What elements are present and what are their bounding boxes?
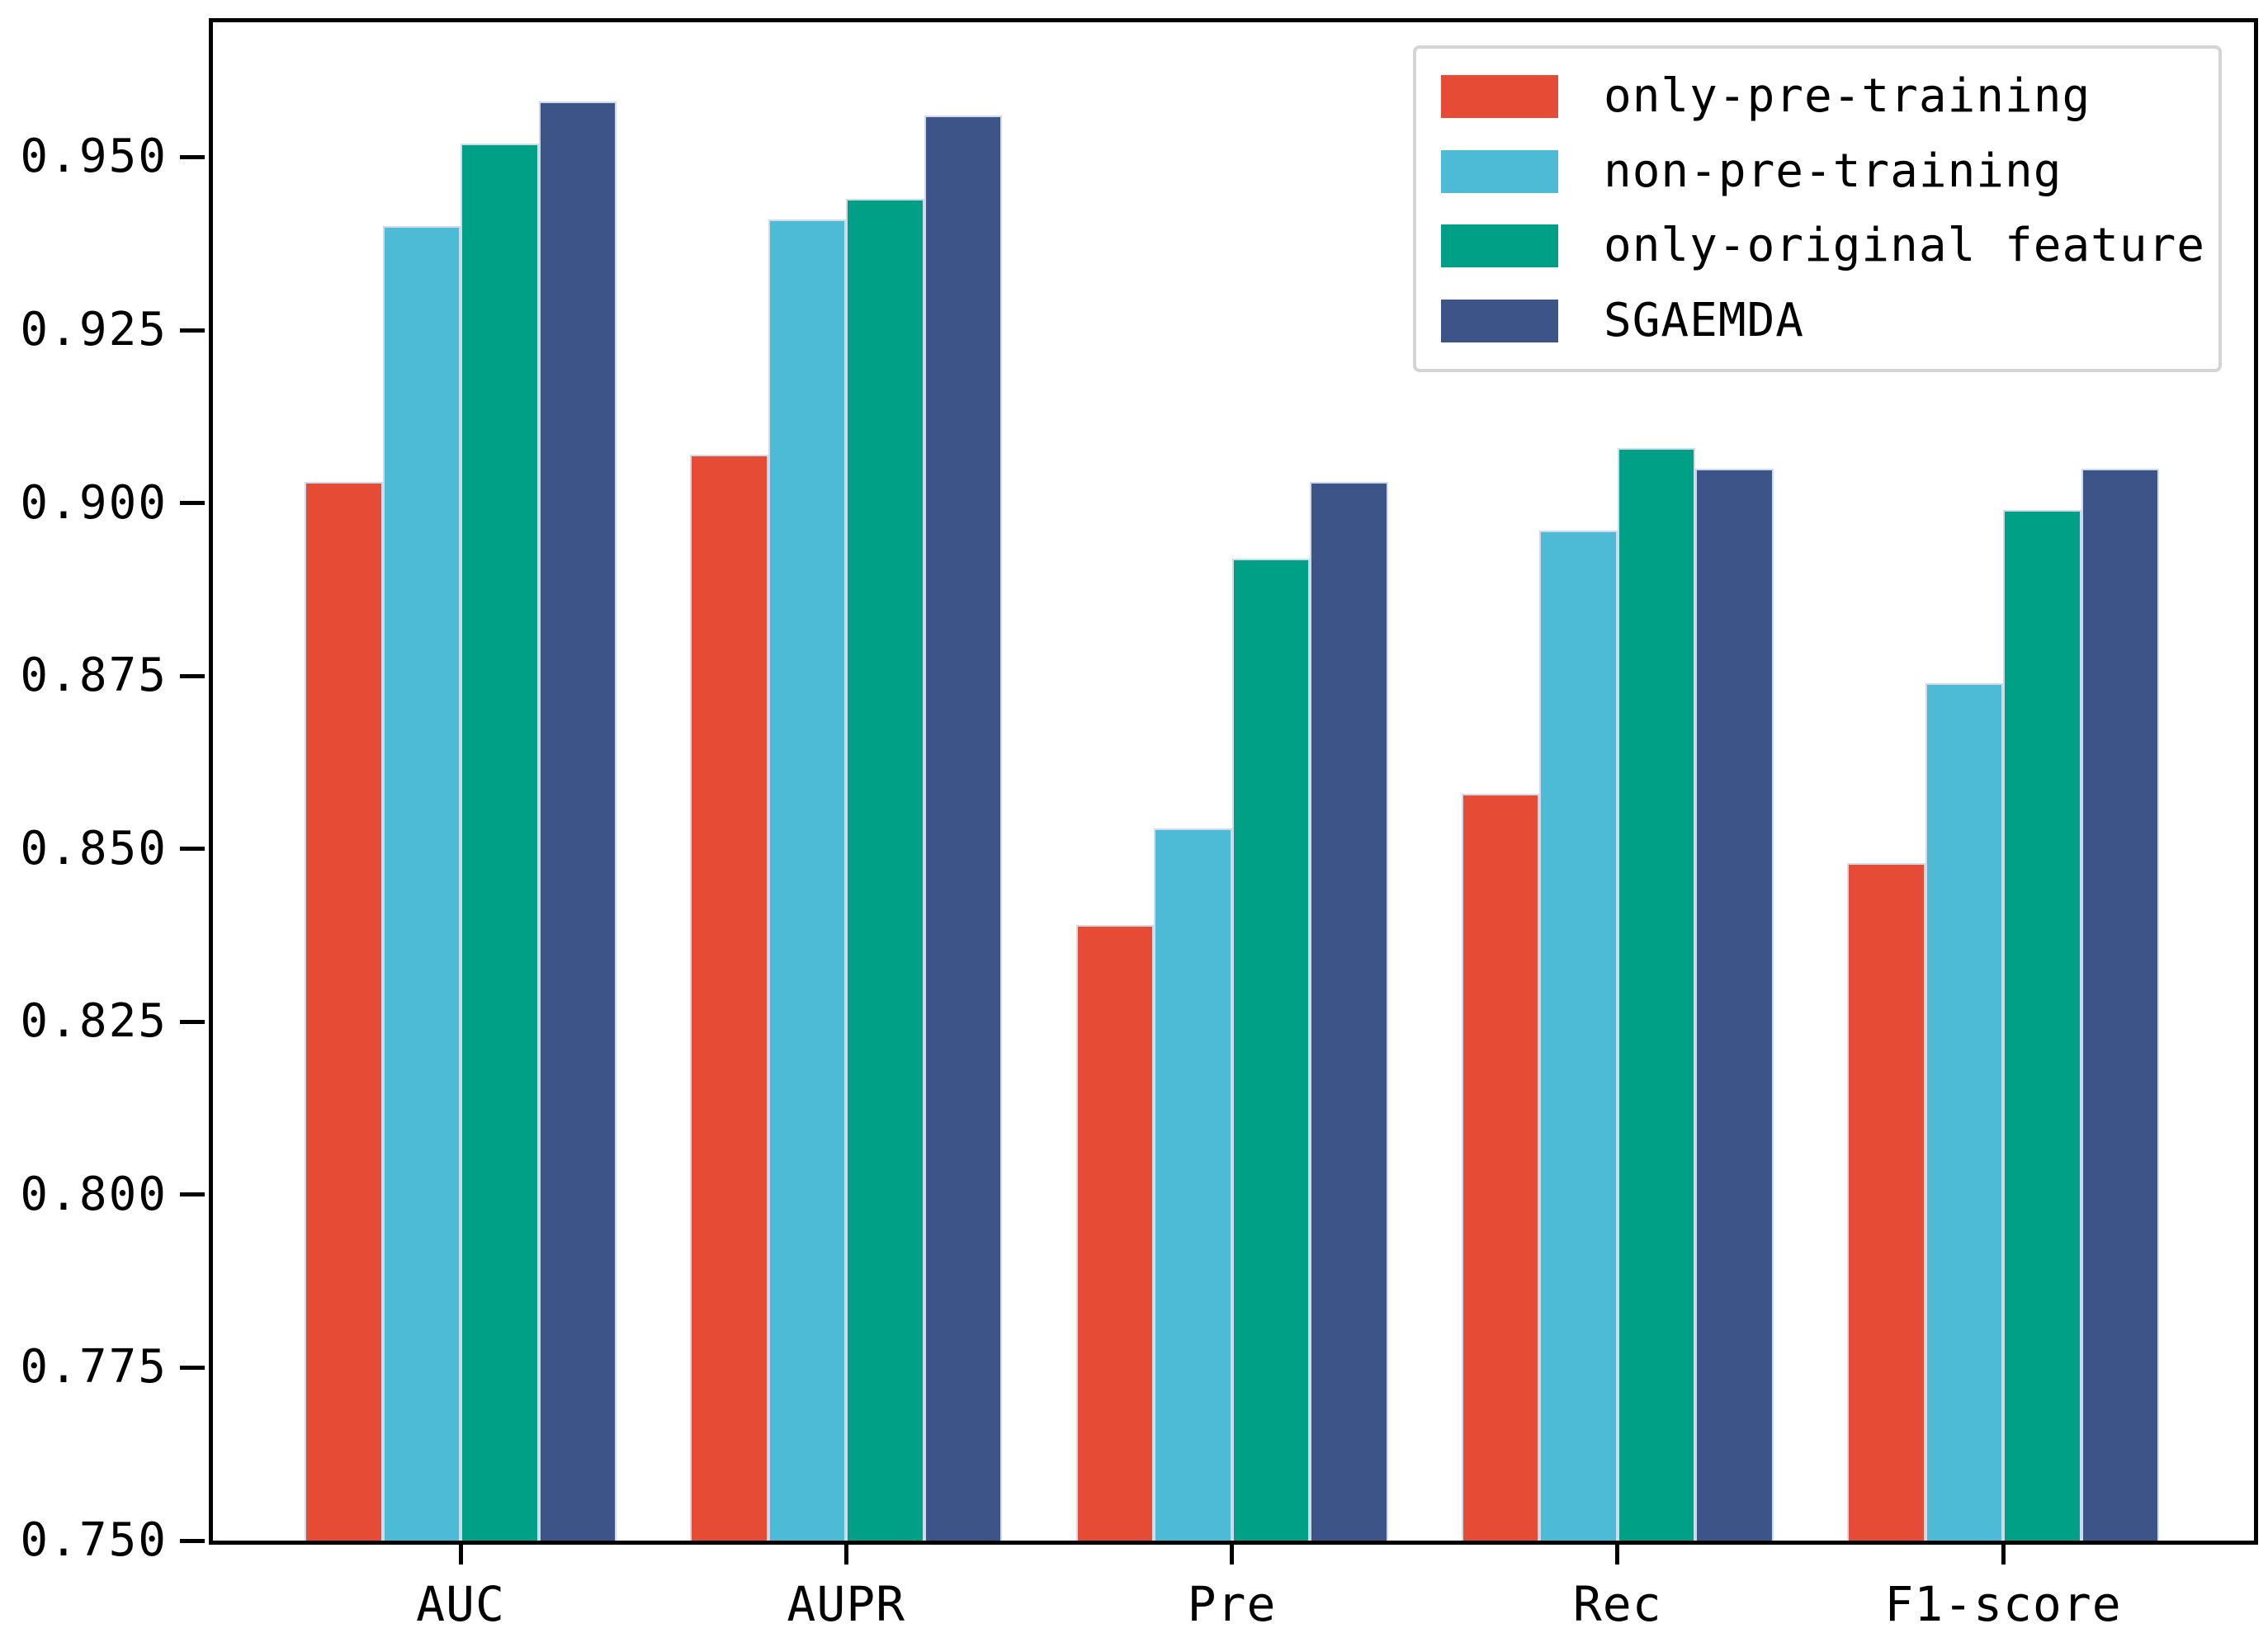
x-tick-label: AUC bbox=[416, 1576, 505, 1632]
y-tick-mark bbox=[180, 847, 205, 852]
legend-label: only-original feature bbox=[1604, 219, 2206, 273]
x-tick-mark bbox=[1615, 1545, 1620, 1565]
bar-SGAEMDA-F1-score bbox=[2081, 468, 2159, 1541]
y-tick-label: 0.800 bbox=[20, 1167, 168, 1221]
y-tick-mark bbox=[180, 328, 205, 333]
bar-non-pre-training-AUPR bbox=[768, 219, 847, 1541]
bar-SGAEMDA-AUPR bbox=[924, 116, 1003, 1541]
y-tick-label: 0.875 bbox=[20, 649, 168, 703]
bar-non-pre-training-AUC bbox=[382, 226, 461, 1541]
bar-only-original feature-AUC bbox=[461, 143, 539, 1541]
legend-label: non-pre-training bbox=[1604, 144, 2062, 198]
bar-SGAEMDA-Rec bbox=[1695, 468, 1774, 1541]
bar-SGAEMDA-Pre bbox=[1310, 482, 1388, 1541]
x-tick-label: Pre bbox=[1187, 1576, 1277, 1632]
bar-non-pre-training-Pre bbox=[1154, 828, 1232, 1541]
legend: only-pre-training non-pre-training only-or… bbox=[1413, 45, 2222, 372]
bar-only-pre-training-Rec bbox=[1461, 793, 1540, 1541]
x-tick-label: AUPR bbox=[787, 1576, 906, 1632]
bar-only-pre-training-F1-score bbox=[1847, 862, 1925, 1541]
legend-swatch-only-pre-training bbox=[1441, 75, 1558, 118]
y-tick-label: 0.775 bbox=[20, 1340, 168, 1395]
bar-only-pre-training-AUPR bbox=[690, 454, 768, 1541]
legend-swatch-SGAEMDA bbox=[1441, 299, 1558, 342]
y-tick-label: 0.950 bbox=[20, 130, 168, 184]
y-tick-mark bbox=[180, 1192, 205, 1197]
y-tick-label: 0.750 bbox=[20, 1513, 168, 1567]
x-tick-mark bbox=[2001, 1545, 2006, 1565]
bar-only-original feature-AUPR bbox=[846, 198, 924, 1541]
y-tick-mark bbox=[180, 1365, 205, 1370]
x-tick-label: F1-score bbox=[1884, 1576, 2122, 1632]
y-tick-mark bbox=[180, 673, 205, 678]
y-tick-label: 0.925 bbox=[20, 303, 168, 357]
x-tick-label: Rec bbox=[1572, 1576, 1662, 1632]
bar-only-pre-training-AUC bbox=[305, 482, 383, 1541]
legend-swatch-non-pre-training bbox=[1441, 149, 1558, 193]
y-tick-mark bbox=[180, 1538, 205, 1543]
legend-item: only-original feature bbox=[1441, 221, 2204, 271]
x-tick-mark bbox=[1230, 1545, 1234, 1565]
legend-label: SGAEMDA bbox=[1604, 293, 1805, 347]
bar-non-pre-training-F1-score bbox=[1925, 682, 2003, 1541]
x-tick-mark bbox=[458, 1545, 463, 1565]
y-tick-mark bbox=[180, 154, 205, 159]
y-tick-mark bbox=[180, 1019, 205, 1024]
legend-item: non-pre-training bbox=[1441, 144, 2194, 198]
legend-label: only-pre-training bbox=[1604, 69, 2091, 123]
y-tick-label: 0.825 bbox=[20, 994, 168, 1049]
bar-only-original feature-F1-score bbox=[2003, 509, 2081, 1541]
bar-non-pre-training-Rec bbox=[1539, 531, 1618, 1541]
bar-only-original feature-Rec bbox=[1617, 447, 1696, 1541]
y-tick-label: 0.850 bbox=[20, 821, 168, 875]
y-tick-mark bbox=[180, 501, 205, 506]
bar-only-pre-training-Pre bbox=[1075, 924, 1154, 1541]
bar-only-original feature-Pre bbox=[1231, 558, 1310, 1541]
legend-swatch-only-original feature bbox=[1441, 224, 1558, 268]
legend-item: SGAEMDA bbox=[1441, 293, 2194, 347]
x-tick-mark bbox=[843, 1545, 848, 1565]
y-tick-label: 0.900 bbox=[20, 475, 168, 530]
legend-item: only-pre-training bbox=[1441, 72, 2194, 121]
bar-SGAEMDA-AUC bbox=[538, 101, 617, 1541]
